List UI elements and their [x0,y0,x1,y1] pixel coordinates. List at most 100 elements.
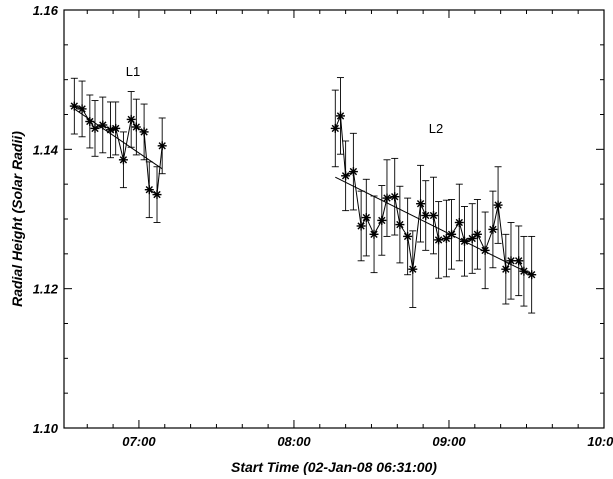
data-point [85,117,95,126]
asterisk-stroke [473,230,482,238]
data-point [395,220,405,230]
data-point [434,235,444,245]
asterisk-stroke [378,216,386,225]
asterisk-stroke [422,211,430,220]
asterisk-stroke [370,230,378,238]
data-point [77,104,87,114]
asterisk-stroke [112,124,120,133]
data-point [361,213,371,223]
asterisk-stroke [447,230,456,238]
data-point [152,190,162,200]
asterisk-stroke [416,200,425,208]
data-point [348,167,358,177]
data-point [336,111,345,121]
data-point [527,270,537,280]
data-point [501,264,511,274]
data-point [144,185,154,195]
data-point [488,224,498,234]
asterisk-stroke [349,167,358,176]
data-point [429,211,438,220]
data-point [519,266,529,276]
data-point [454,218,464,227]
data-point [377,215,387,225]
asterisk-stroke [158,142,166,150]
data-point [341,171,351,181]
data-point [506,256,516,266]
y-tick-label: 1.16 [33,3,59,18]
data-point [421,211,431,220]
data-point [369,229,379,239]
asterisk-stroke [127,115,135,124]
data-point [330,123,340,133]
asterisk-stroke [153,190,161,199]
plot-frame [63,9,605,429]
data-point [480,245,490,255]
asterisk-stroke [106,126,115,134]
data-point [126,114,136,124]
x-axis-label: Start Time (02-Jan-08 06:31:00) [231,459,437,475]
data-point [111,123,121,133]
asterisk-stroke [86,117,94,126]
asterisk-stroke [409,265,417,273]
data-point [90,123,100,133]
asterisk-stroke [489,225,497,234]
data-point [467,234,477,243]
data-point [441,234,451,243]
asterisk-stroke [341,172,350,180]
data-point [69,101,79,111]
asterisk-stroke [119,156,128,164]
data-point [472,229,482,239]
y-tick-label: 1.14 [33,142,59,157]
asterisk-stroke [455,218,463,227]
asterisk-stroke [91,124,99,133]
asterisk-stroke [383,194,391,202]
asterisk-stroke [494,201,502,209]
x-tick-label: 08:00 [277,434,311,449]
data-point [416,199,426,209]
data-point [514,256,524,266]
asterisk-stroke [145,186,153,194]
data-point [403,231,413,241]
asterisk-stroke [442,234,451,243]
asterisk-stroke [429,211,438,220]
data-point [390,192,400,202]
asterisk-stroke [403,232,412,241]
x-tick-label: 09:00 [432,434,466,449]
series-label-l2: L2 [429,121,443,136]
data-point [157,141,167,151]
asterisk-stroke [515,257,523,265]
data-point [408,264,418,274]
asterisk-stroke [132,123,140,131]
asterisk-stroke [362,213,370,222]
asterisk-stroke [357,222,365,230]
data-point [118,155,128,165]
asterisk-stroke [99,121,107,129]
data-point [460,236,469,246]
asterisk-stroke [528,271,536,279]
asterisk-stroke [140,128,148,136]
data-point [382,193,392,203]
asterisk-stroke [520,267,528,275]
data-point [493,200,503,210]
asterisk-stroke [460,237,469,245]
asterisk-stroke [78,105,86,113]
asterisk-stroke [391,193,399,201]
data-point [139,127,149,137]
x-tick-label: 07:00 [122,434,156,449]
asterisk-stroke [507,257,515,265]
asterisk-stroke [481,246,489,255]
y-tick-label: 1.10 [33,421,59,436]
data-point [356,221,366,231]
y-tick-label: 1.12 [33,282,59,297]
asterisk-stroke [396,220,404,229]
asterisk-stroke [502,265,510,273]
data-point [447,229,457,239]
x-tick-label: 10:00 [587,434,613,449]
y-axis-label: Radial Height (Solar Radii) [9,131,25,307]
asterisk-stroke [331,124,339,133]
asterisk-stroke [468,234,476,243]
asterisk-stroke [336,112,345,120]
data-point [98,120,108,130]
data-point [131,122,141,132]
